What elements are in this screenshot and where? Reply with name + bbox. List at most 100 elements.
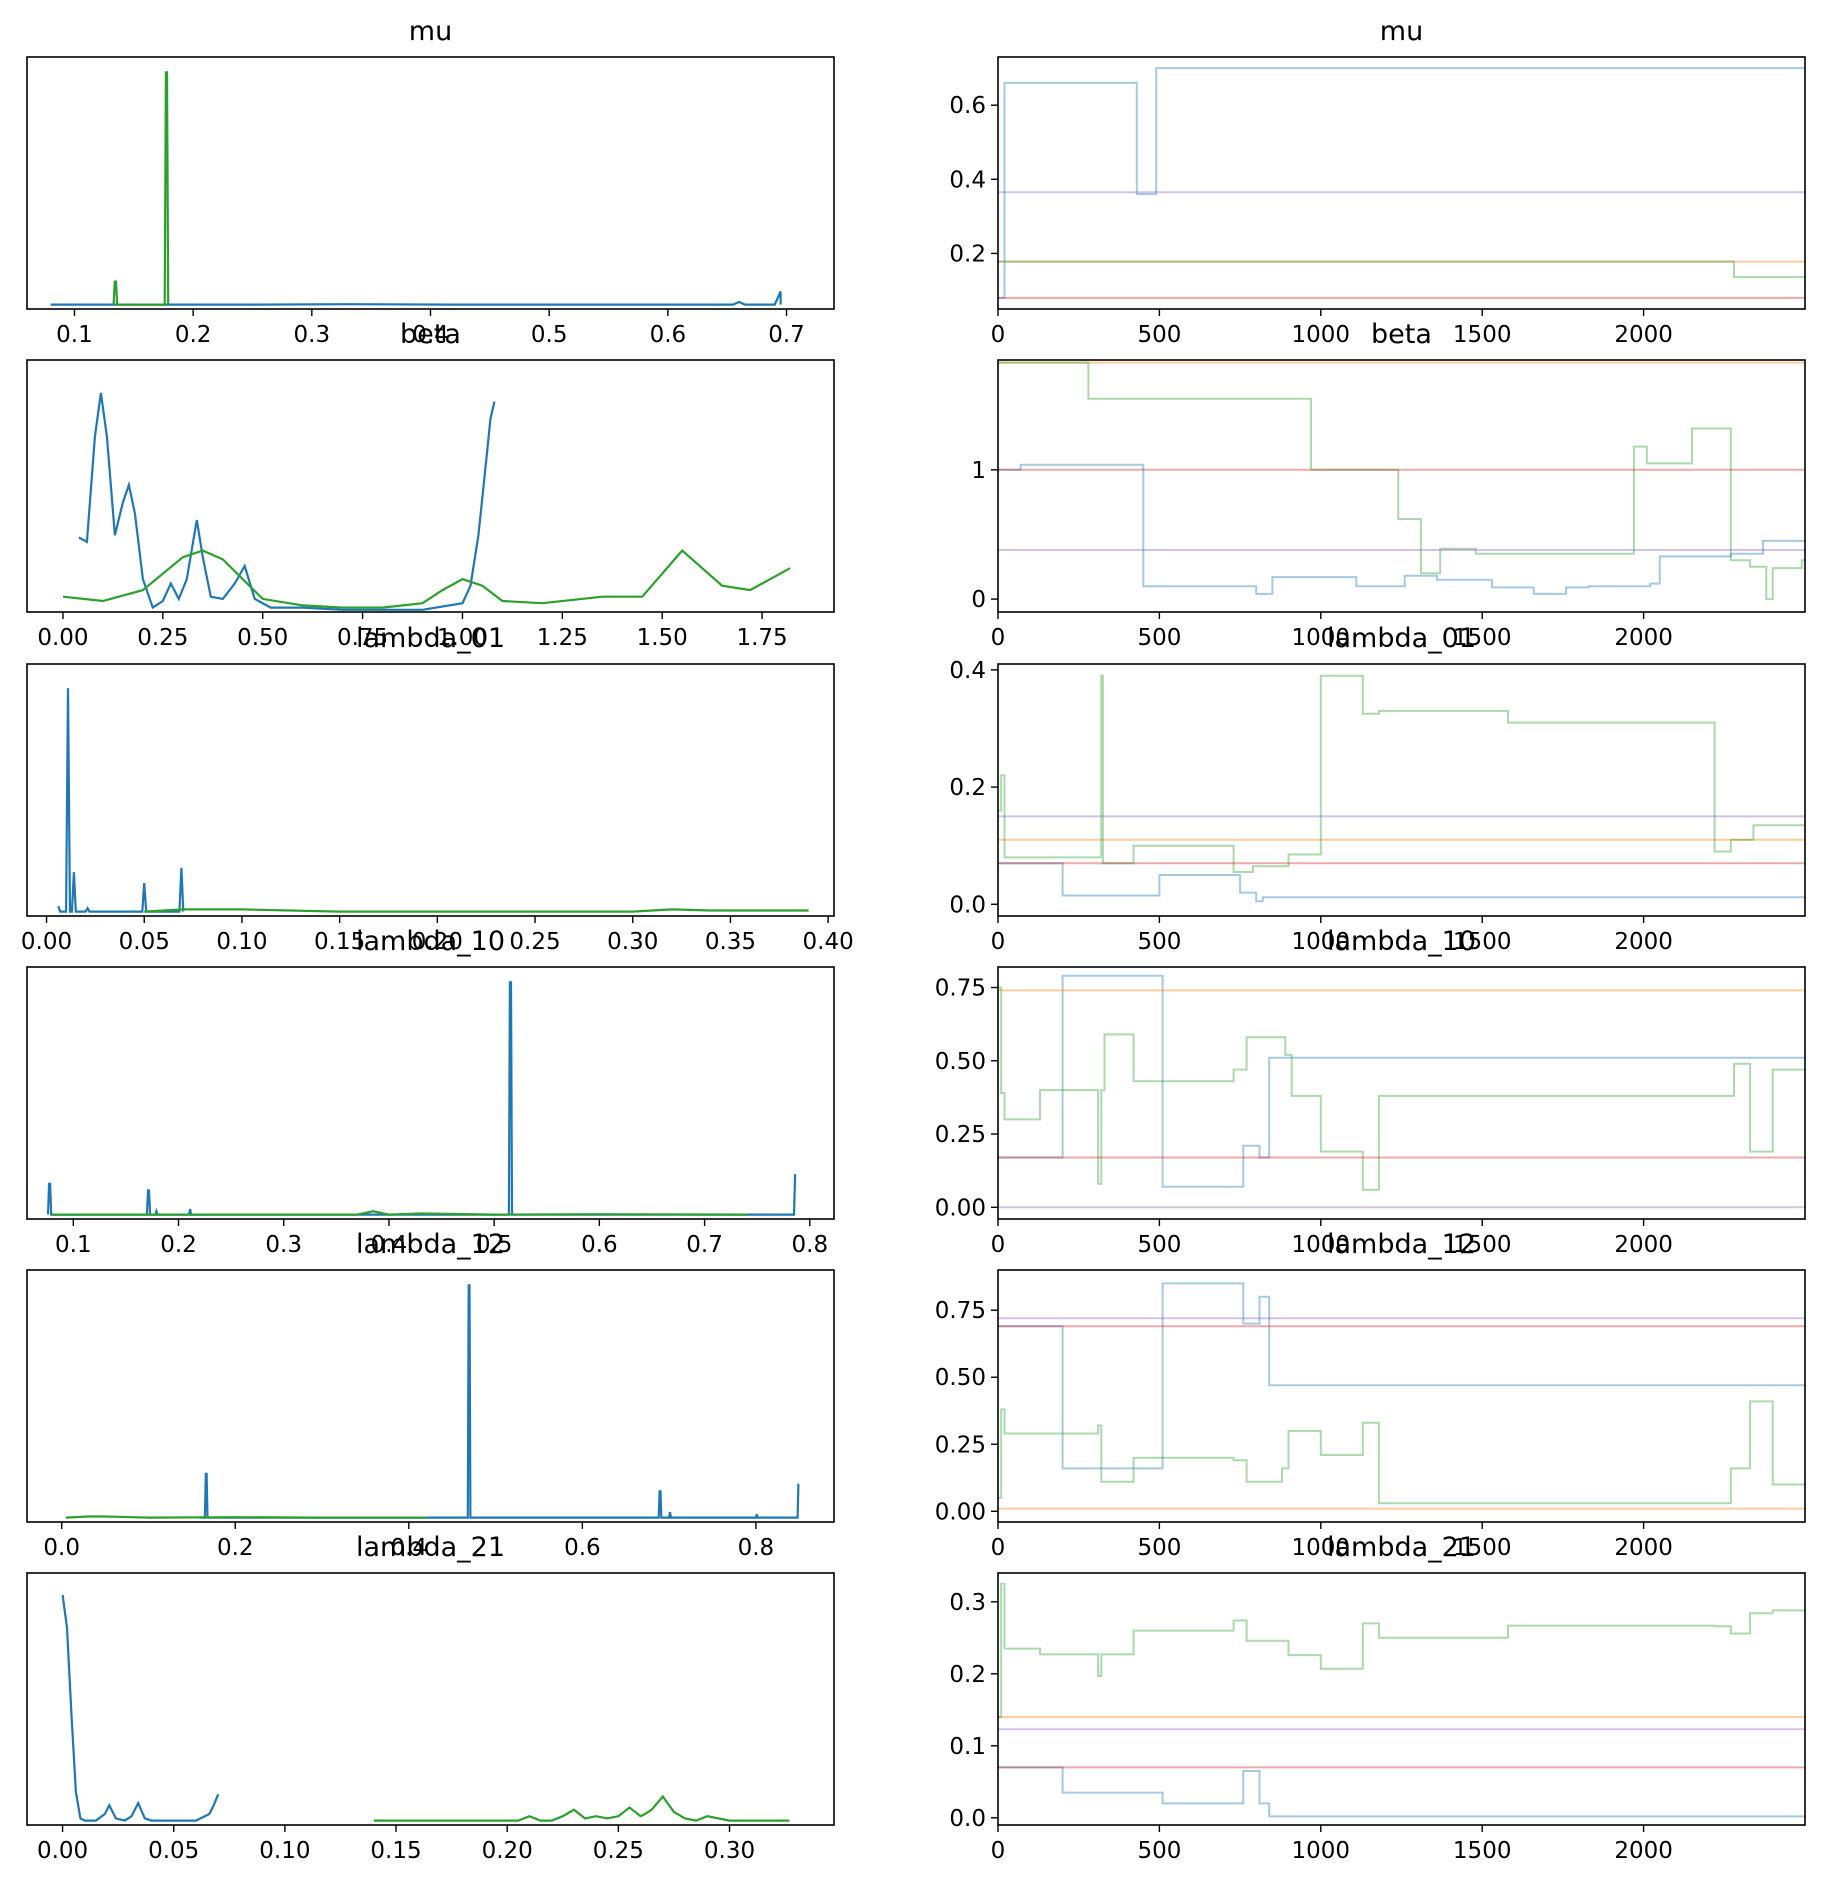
series-group [998,1282,1805,1510]
y-tick-label: 1 [971,458,986,484]
x-tick-label: 0 [991,322,1006,348]
axes-frame [997,966,1806,1220]
x-tick-label: 0.8 [792,1232,829,1258]
panel-title: mu [1380,16,1423,47]
x-tick-label: 1500 [1453,1838,1512,1864]
panel-title: lambda_21 [1327,1532,1476,1563]
y-tick-label: 0.25 [935,1122,986,1148]
x-tick-label: 0.00 [37,1838,88,1864]
x-tick-label: 0.00 [37,625,88,651]
y-tick-label: 0.6 [949,93,986,119]
series-line-1 [373,1794,790,1822]
series-line-0 [998,67,1805,299]
axes-frame [26,1269,835,1523]
y-tick-label: 0.1 [949,1734,986,1760]
panel-title: lambda_01 [1327,623,1476,654]
x-tick-label: 1000 [1292,1838,1351,1864]
series-line-1 [52,1210,747,1216]
axes-frame [26,966,835,1220]
panel-density-lambda_12: 0.0 0.2 0.4 0.6 0.8 lambda_12 [26,1229,835,1561]
y-tick-label: 0.00 [935,1195,986,1221]
x-tick-label: 0 [991,929,1006,955]
series-group [998,361,1805,601]
x-tick-label: 0.2 [160,1232,197,1258]
axes-frame [26,56,835,310]
x-tick-label: 0.25 [593,1838,644,1864]
y-tick-label: 0.50 [935,1049,986,1075]
panel-trace-mu: 0 500 1000 1500 2000 0.2 0.4 0.6 mu [949,16,1806,348]
y-tick-label: 0.75 [935,1298,986,1324]
x-tick-label: 500 [1137,625,1181,651]
x-tick-label: 1000 [1292,1232,1351,1258]
x-tick-label: 0 [991,1838,1006,1864]
x-tick-label: 0.15 [370,1838,421,1864]
series-group [46,981,797,1216]
axes-frame [997,663,1806,917]
panel-trace-lambda_12: 0 500 1000 1500 2000 0.00 0.25 0.50 0.75 lambda_1… [935,1229,1806,1561]
x-tick-label: 0.25 [509,929,560,955]
y-tick-label: 0.2 [949,241,986,267]
axes-frame [997,1269,1806,1523]
x-tick-label: 0.5 [476,1232,513,1258]
x-tick-label: 0.3 [265,1232,302,1258]
x-tick-label: 0.15 [314,929,365,955]
x-tick-label: 0.75 [337,625,388,651]
axes-frame [26,1572,835,1826]
x-tick-label: 0.20 [412,929,463,955]
x-tick-label: 0.2 [175,322,212,348]
panel-title: lambda_10 [1327,926,1476,957]
series-line-0 [61,1594,220,1822]
y-tick-label: 0.2 [949,775,986,801]
y-tick-label: 0.75 [935,976,986,1002]
series-line-0 [57,688,185,913]
series-line-1 [62,549,791,609]
series-line-0 [78,392,496,611]
x-tick-label: 1000 [1292,625,1351,651]
x-tick-label: 500 [1137,1232,1181,1258]
x-tick-label: 2000 [1614,322,1673,348]
x-tick-label: 0.30 [607,929,658,955]
y-tick-label: 0.0 [949,892,986,918]
panel-trace-beta: 0 500 1000 1500 2000 0 1 beta [971,319,1806,651]
x-tick-label: 0.40 [803,929,854,955]
x-tick-label: 2000 [1614,1535,1673,1561]
series-line-1 [144,908,809,913]
y-tick-label: 0.50 [935,1365,986,1391]
series-group [50,71,782,306]
y-tick-label: 0.2 [949,1662,986,1688]
x-tick-label: 0.30 [704,1838,755,1864]
series-line-2 [998,986,1805,1191]
x-tick-label: 0.5 [531,322,568,348]
x-tick-label: 0.7 [686,1232,723,1258]
series-line-0 [46,981,797,1216]
series-line-0 [998,862,1805,903]
panel-density-lambda_01: 0.00 0.05 0.10 0.15 0.20 0.25 0.30 0.35 0.40 lamb… [21,623,854,955]
series-line-0 [200,1284,800,1519]
series-line-0 [998,463,1805,595]
x-tick-label: 0 [991,1535,1006,1561]
x-tick-label: 0.20 [482,1838,533,1864]
x-tick-label: 500 [1137,322,1181,348]
x-tick-label: 1500 [1453,625,1512,651]
x-tick-label: 500 [1137,1838,1181,1864]
panel-title: beta [1371,319,1432,350]
x-tick-label: 500 [1137,1535,1181,1561]
panel-title: mu [409,16,452,47]
x-tick-label: 0.3 [294,322,331,348]
x-tick-label: 1500 [1453,929,1512,955]
x-tick-label: 1.50 [637,625,688,651]
y-tick-label: 0.3 [949,1590,986,1616]
x-tick-label: 1500 [1453,1535,1512,1561]
x-tick-label: 1000 [1292,322,1351,348]
series-line-0 [998,1766,1805,1818]
panel-title: lambda_10 [356,926,505,957]
series-group [998,974,1805,1209]
series-line-2 [998,1400,1805,1505]
series-group [57,688,809,913]
x-tick-label: 1.25 [537,625,588,651]
x-tick-label: 1000 [1292,1535,1351,1561]
panel-density-lambda_21: 0.00 0.05 0.10 0.15 0.20 0.25 0.30 lambda_21 [26,1532,835,1864]
series-group [998,674,1805,903]
axes-frame [997,1572,1806,1826]
